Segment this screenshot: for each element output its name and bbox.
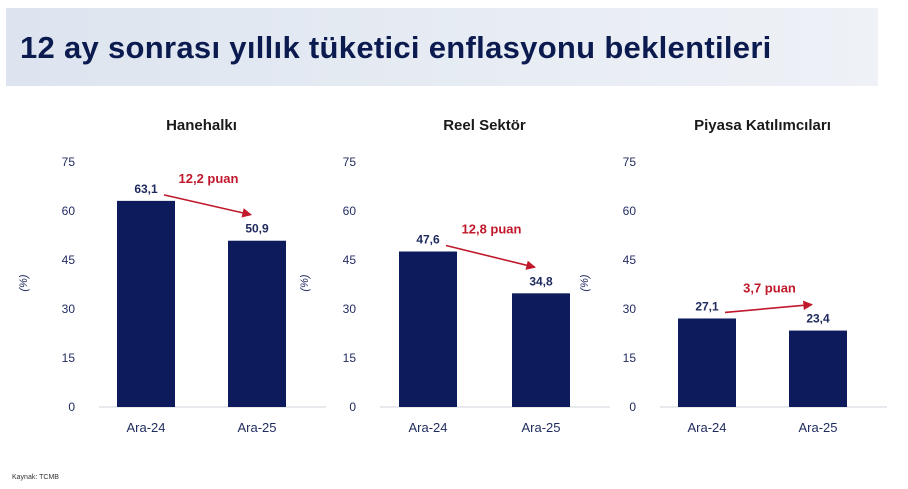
y-axis-label: (%) <box>18 274 30 291</box>
y-tick-label: 75 <box>62 155 76 169</box>
source-note: Kaynak: TCMB <box>12 474 59 481</box>
annotation-arrow <box>724 300 813 314</box>
y-tick-label: 45 <box>623 253 637 267</box>
y-tick-label: 45 <box>62 253 76 267</box>
x-tick-label: Ara-25 <box>237 420 276 435</box>
y-tick-label: 75 <box>623 155 637 169</box>
y-tick-label: 60 <box>62 204 76 218</box>
bar <box>678 318 736 407</box>
bar-value-label: 27,1 <box>695 299 719 313</box>
y-tick-label: 45 <box>343 253 357 267</box>
annotation-label: 3,7 puan <box>743 281 796 296</box>
bar <box>117 200 175 407</box>
bar <box>512 293 570 407</box>
x-tick-label: Ara-24 <box>408 420 447 435</box>
y-tick-label: 0 <box>629 400 636 414</box>
bar-value-label: 63,1 <box>134 182 158 196</box>
y-tick-label: 30 <box>623 302 637 316</box>
y-tick-label: 60 <box>343 204 357 218</box>
bar <box>228 240 286 407</box>
chart-title: Piyasa Katılımcıları <box>694 117 831 134</box>
bar-value-label: 50,9 <box>245 222 269 236</box>
annotation-label: 12,2 puan <box>179 171 239 186</box>
y-tick-label: 0 <box>349 400 356 414</box>
title-banner: 12 ay sonrası yıllık tüketici enflasyonu… <box>6 8 878 86</box>
bar-value-label: 34,8 <box>529 274 553 288</box>
x-tick-label: Ara-24 <box>126 420 165 435</box>
y-tick-label: 15 <box>343 351 357 365</box>
y-tick-label: 15 <box>623 351 637 365</box>
bar <box>399 251 457 407</box>
y-tick-label: 75 <box>343 155 357 169</box>
chart-title: Hanehalkı <box>166 117 237 134</box>
x-tick-label: Ara-24 <box>687 420 726 435</box>
y-tick-label: 60 <box>623 204 637 218</box>
annotation-label: 12,8 puan <box>462 222 522 237</box>
y-axis-label: (%) <box>579 274 591 291</box>
chart-title: Reel Sektör <box>443 117 526 134</box>
annotation-arrow <box>445 244 536 270</box>
annotation-arrow <box>163 194 252 218</box>
bar-value-label: 47,6 <box>416 233 440 247</box>
y-tick-label: 15 <box>62 351 76 365</box>
x-tick-label: Ara-25 <box>521 420 560 435</box>
x-tick-label: Ara-25 <box>798 420 837 435</box>
y-axis-label: (%) <box>299 274 311 291</box>
y-tick-label: 30 <box>343 302 357 316</box>
bar <box>789 330 847 407</box>
page-title: 12 ay sonrası yıllık tüketici enflasyonu… <box>20 30 772 65</box>
y-tick-label: 0 <box>68 400 75 414</box>
y-tick-label: 30 <box>62 302 76 316</box>
bar-value-label: 23,4 <box>806 312 830 326</box>
